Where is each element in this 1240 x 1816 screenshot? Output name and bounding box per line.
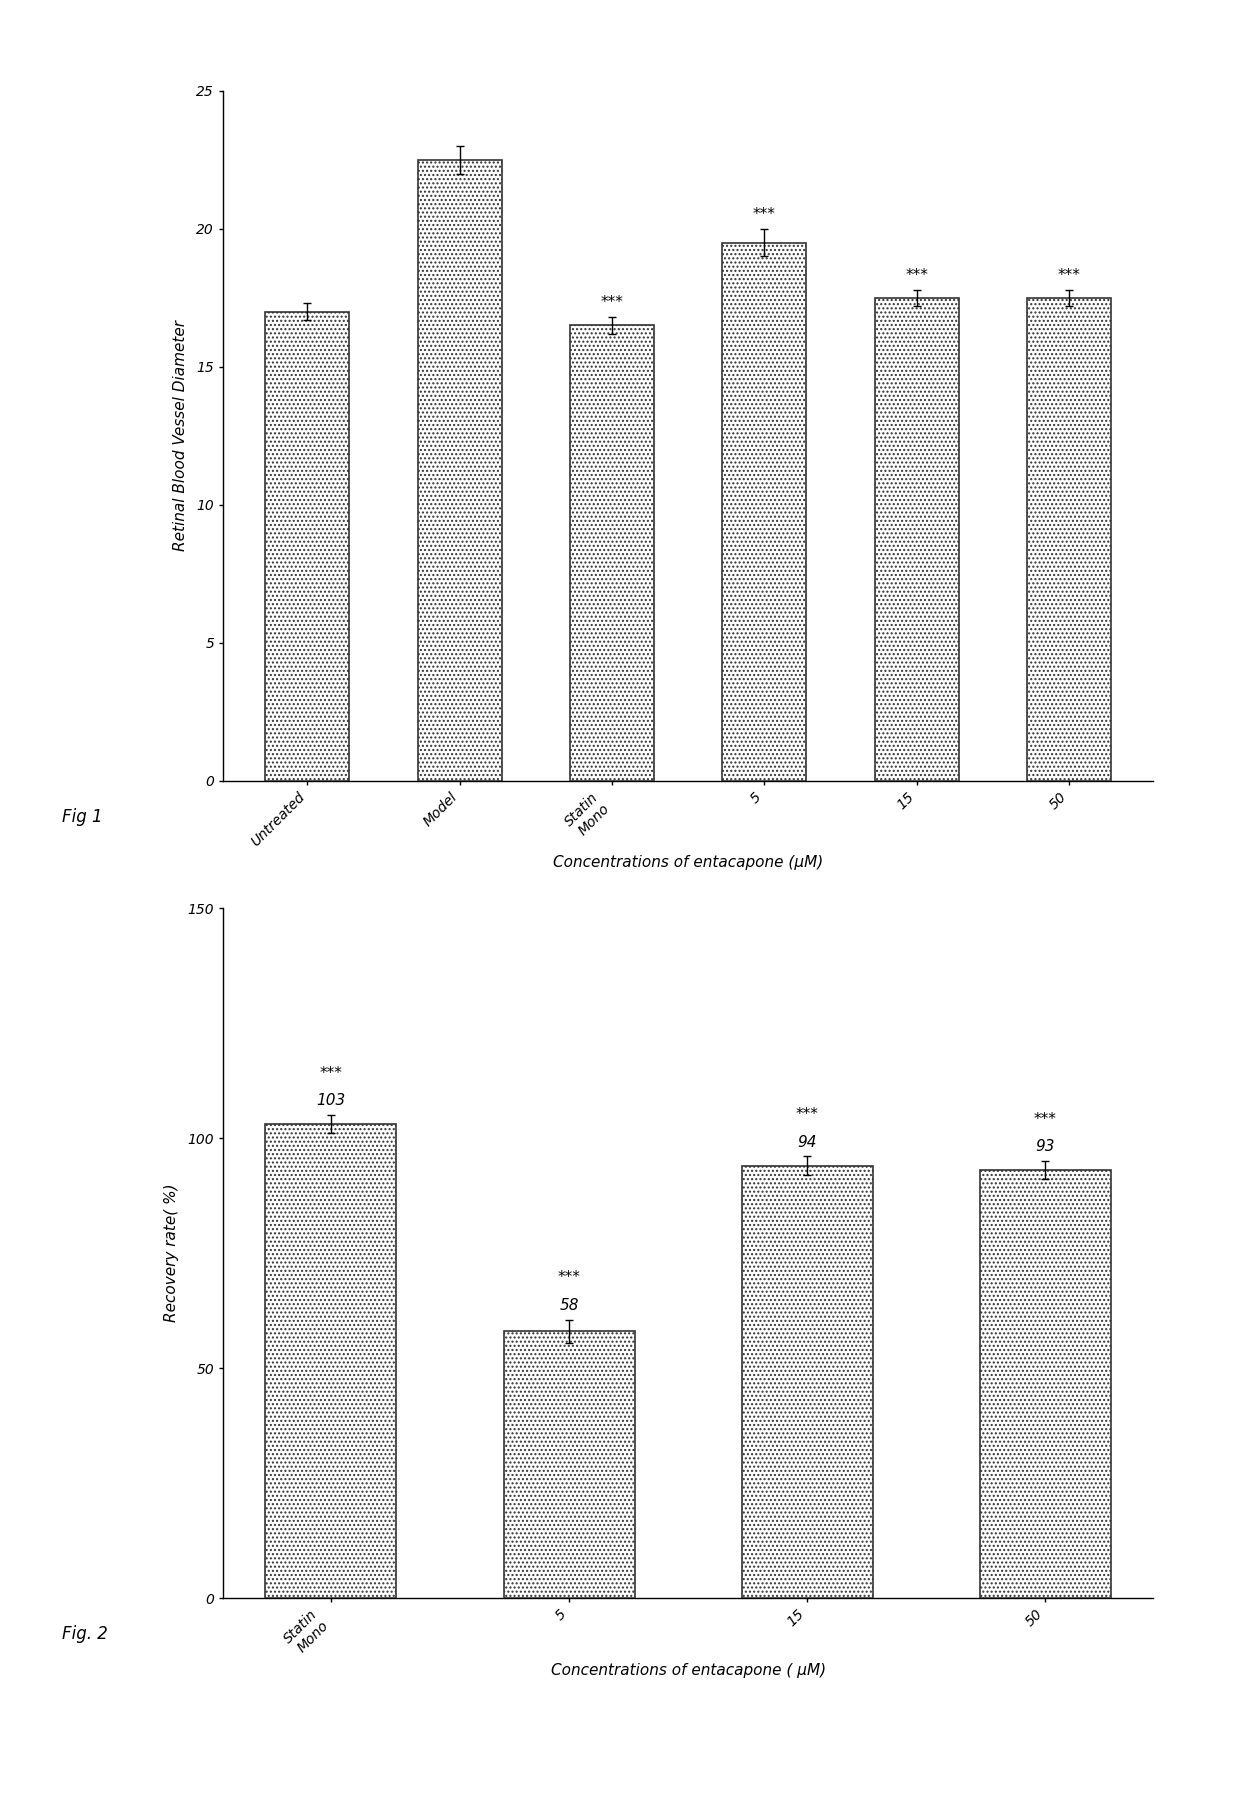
Bar (503, 1331, 635, 1598)
Text: ***: *** (1058, 267, 1080, 283)
Bar (980, 1170, 1111, 1598)
Bar (742, 1166, 873, 1598)
Bar (1027, 298, 1111, 781)
Text: 58: 58 (559, 1298, 579, 1313)
Bar (723, 243, 806, 781)
Bar (874, 298, 959, 781)
Text: ***: *** (600, 296, 624, 311)
Text: ***: *** (1034, 1111, 1056, 1126)
Text: ***: *** (320, 1066, 342, 1081)
Text: 94: 94 (797, 1135, 817, 1150)
Text: ***: *** (905, 267, 928, 283)
Y-axis label: Retinal Blood Vessel Diameter: Retinal Blood Vessel Diameter (174, 320, 188, 552)
X-axis label: Concentrations of entacapone (μM): Concentrations of entacapone (μM) (553, 855, 823, 870)
X-axis label: Concentrations of entacapone ( μM): Concentrations of entacapone ( μM) (551, 1663, 826, 1678)
Text: ***: *** (753, 207, 776, 222)
Y-axis label: Recovery rate( %): Recovery rate( %) (164, 1184, 180, 1322)
Bar (265, 1124, 397, 1598)
Bar (265, 312, 350, 781)
Text: Fig 1: Fig 1 (62, 808, 103, 826)
Bar (570, 325, 653, 781)
Text: Fig. 2: Fig. 2 (62, 1625, 108, 1643)
Bar (418, 160, 502, 781)
Text: ***: *** (558, 1269, 580, 1286)
Text: ***: *** (796, 1108, 818, 1122)
Text: 93: 93 (1035, 1139, 1055, 1155)
Text: 103: 103 (316, 1093, 346, 1108)
